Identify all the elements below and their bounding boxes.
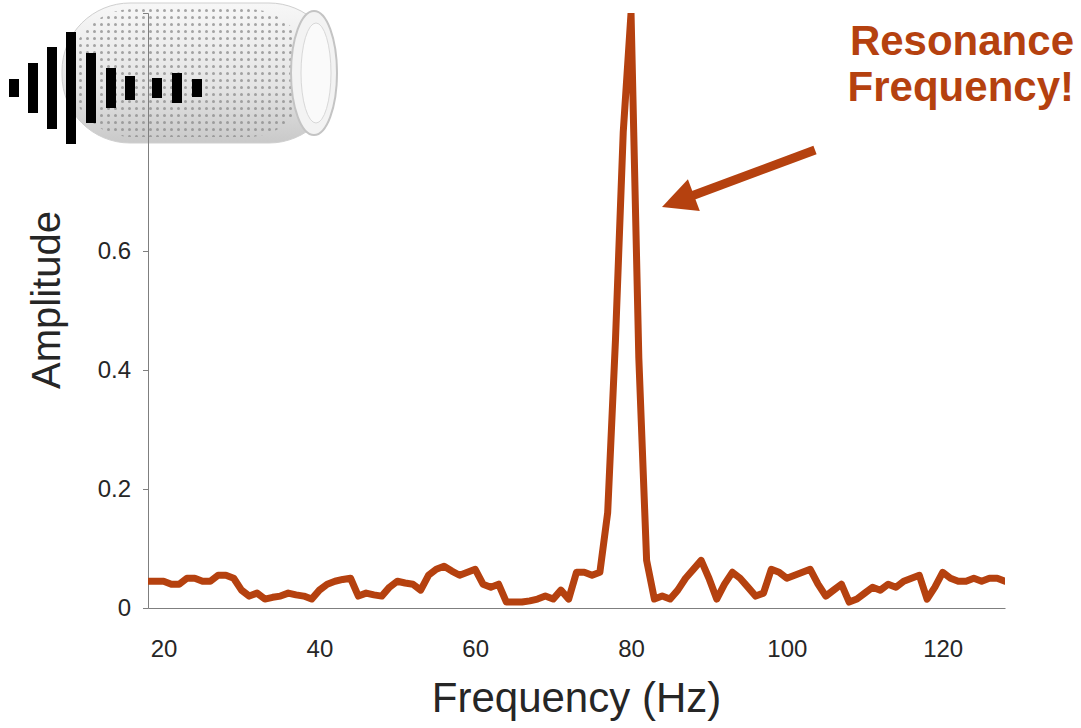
x-tick-label: 20 [151, 635, 178, 662]
y-axis-title: Amplitude [24, 211, 68, 389]
y-tick-label: 0 [118, 594, 131, 621]
speaker-end-inner [301, 23, 331, 123]
x-tick: 60 [462, 608, 489, 662]
annotation: ResonanceFrequency! [848, 17, 1074, 110]
y-tick: 0.6 [98, 237, 148, 264]
y-tick-mark [143, 251, 148, 252]
sound-wave-bar [47, 47, 57, 129]
chart: 20 40 60 80 100 120 0 0.2 0.4 0.6 Frequency (Hz) Am… [0, 0, 1081, 728]
sound-wave-bar [66, 32, 76, 144]
y-tick-mark [143, 370, 148, 371]
x-tick: 100 [767, 608, 807, 662]
x-axis-line [149, 608, 1006, 609]
x-tick-label: 80 [618, 635, 645, 662]
x-tick-label: 100 [767, 635, 807, 662]
sound-wave-icon [9, 32, 202, 144]
sound-wave-bar [9, 79, 19, 97]
y-tick-label: 0.2 [98, 475, 131, 502]
y-axis: 0 0.2 0.4 0.6 [98, 14, 149, 622]
y-tick: 0 [118, 594, 148, 621]
sound-wave-bar [86, 53, 96, 123]
x-axis: 20 40 60 80 100 120 [149, 608, 1006, 662]
sound-wave-bar [125, 76, 135, 100]
sound-wave-bar [106, 68, 116, 108]
arrow-shaft [690, 150, 815, 197]
sound-wave-bar [172, 73, 182, 103]
y-tick-label: 0.6 [98, 237, 131, 264]
arrow-head [662, 179, 700, 211]
x-tick-label: 120 [923, 635, 963, 662]
speaker-end [291, 11, 337, 135]
y-axis-line [143, 14, 149, 609]
speaker-grill [70, 9, 310, 137]
x-tick: 80 [618, 608, 645, 662]
x-tick: 120 [923, 608, 963, 662]
y-tick-mark [143, 489, 148, 490]
sound-wave-bar [28, 63, 38, 113]
sound-wave-bar [152, 78, 162, 98]
y-tick-label: 0.4 [98, 356, 131, 383]
speaker-icon [62, 3, 337, 143]
annotation-arrow [662, 150, 815, 211]
x-tick-label: 40 [307, 635, 334, 662]
sound-wave-bar [192, 79, 202, 97]
speaker-body [62, 3, 337, 143]
x-axis-title: Frequency (Hz) [432, 674, 721, 721]
x-tick: 20 [151, 608, 178, 662]
y-tick-mark [143, 608, 148, 609]
y-tick: 0.4 [98, 356, 148, 383]
x-tick-label: 60 [462, 635, 489, 662]
x-tick: 40 [307, 608, 334, 662]
y-tick: 0.2 [98, 475, 148, 502]
